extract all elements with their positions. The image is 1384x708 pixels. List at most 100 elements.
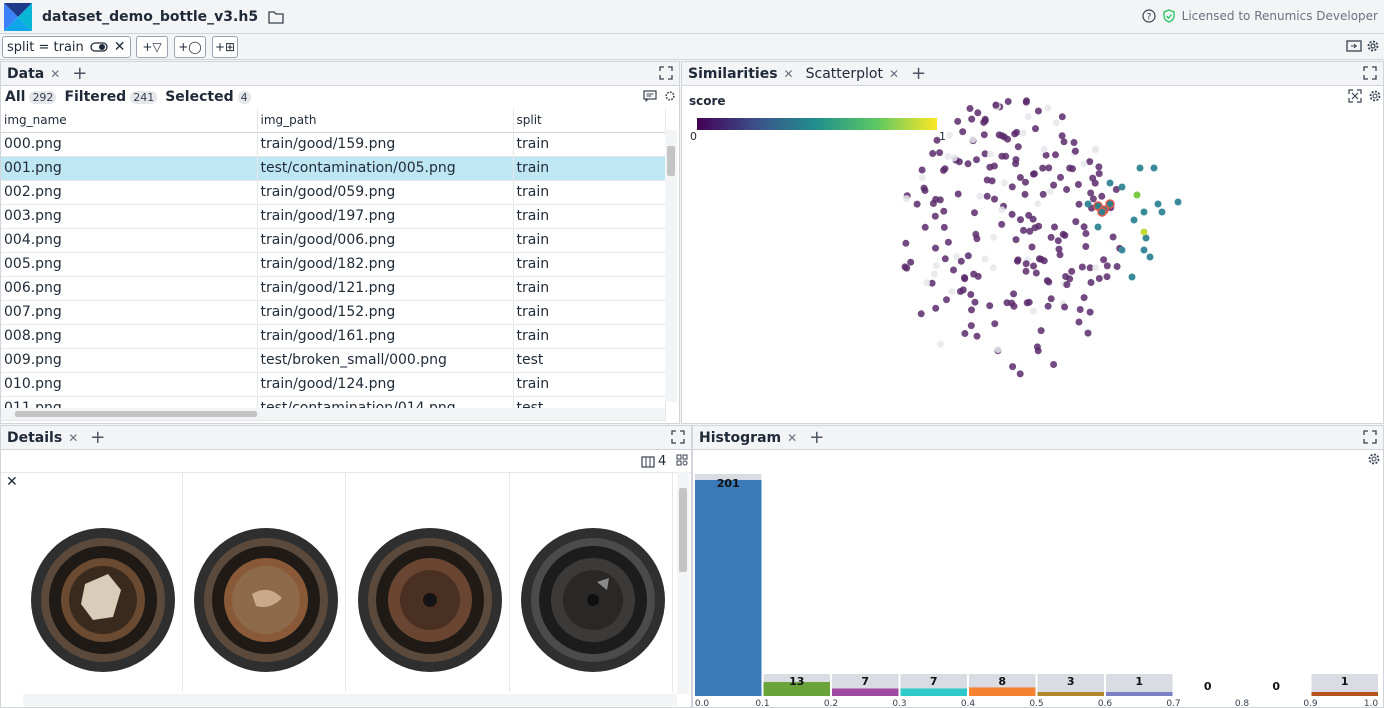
scatter-point[interactable] — [1035, 255, 1043, 263]
add-tab-icon[interactable]: + — [911, 62, 927, 84]
table-settings-icon[interactable] — [664, 90, 676, 102]
scatter-point[interactable] — [1045, 278, 1053, 286]
histogram-bar[interactable] — [1106, 692, 1173, 696]
selected-point[interactable] — [1097, 207, 1107, 217]
scatter-point[interactable] — [971, 298, 979, 306]
histogram-bar[interactable] — [1037, 692, 1105, 696]
scatter-point[interactable] — [1037, 327, 1045, 335]
scatter-point[interactable] — [1026, 227, 1034, 235]
scatter-point[interactable] — [974, 272, 982, 280]
scatter-point[interactable] — [1061, 303, 1069, 311]
scatter-point[interactable] — [1044, 104, 1052, 112]
add-advanced-filter-button[interactable]: +⊞ — [212, 36, 238, 58]
scatter-point[interactable] — [1060, 138, 1068, 146]
scatter-point[interactable] — [902, 239, 910, 247]
scatter-point[interactable] — [1063, 186, 1071, 193]
scatter-point[interactable] — [1008, 183, 1016, 191]
scatter-point[interactable] — [944, 238, 952, 246]
scatter-point[interactable] — [1055, 245, 1063, 253]
scatter-point[interactable] — [936, 149, 944, 157]
histogram-chart[interactable]: 201 13 7 7 8 3 1 0 0 1 0.0 0.1 0.2 0.3 0.4 0.5 0.6 0.7 0.8… — [693, 472, 1383, 708]
scatter-point[interactable] — [1045, 164, 1053, 172]
scatter-point[interactable] — [1025, 298, 1033, 306]
scatter-point[interactable] — [1082, 230, 1090, 237]
scatter-point[interactable] — [1075, 200, 1083, 208]
tab-scatterplot[interactable]: Scatterplot ✕ — [800, 62, 905, 86]
table-row[interactable]: 003.png train/good/197.png train — [1, 204, 666, 229]
scatter-point[interactable] — [921, 223, 929, 231]
close-icon[interactable]: ✕ — [888, 66, 900, 81]
scatter-point[interactable] — [907, 258, 915, 266]
scatter-point[interactable] — [1039, 190, 1047, 198]
table-row[interactable]: 004.png train/good/006.png train — [1, 228, 666, 253]
scatter-point[interactable] — [1063, 281, 1071, 289]
add-tab-icon[interactable]: + — [90, 426, 106, 448]
scatter-point[interactable] — [1068, 267, 1076, 275]
scatter-point[interactable] — [931, 270, 938, 278]
scatter-point[interactable] — [1014, 257, 1021, 265]
scatter-point[interactable] — [1016, 370, 1024, 378]
scatter-point[interactable] — [1022, 178, 1029, 186]
scatter-point[interactable] — [918, 166, 926, 174]
count-filtered-label[interactable]: Filtered — [64, 89, 127, 105]
histogram-bar[interactable] — [900, 688, 968, 696]
scatter-point[interactable] — [973, 235, 981, 243]
scatter-point[interactable] — [1019, 129, 1027, 137]
close-icon[interactable]: ✕ — [68, 430, 79, 445]
scatter-point[interactable] — [1072, 218, 1080, 226]
table-row[interactable]: 006.png train/good/121.png train — [1, 276, 666, 301]
table-vertical-scrollbar[interactable] — [665, 130, 677, 402]
close-details-icon[interactable]: ✕ — [6, 474, 18, 490]
scatter-point[interactable] — [1140, 246, 1148, 254]
scatter-point[interactable] — [1052, 151, 1059, 159]
scatter-point[interactable] — [976, 192, 984, 200]
scatter-point[interactable] — [980, 131, 988, 139]
scatter-point[interactable] — [1024, 113, 1032, 120]
table-row[interactable]: 000.png train/good/159.png train — [1, 132, 666, 157]
scatter-point[interactable] — [1000, 133, 1008, 141]
scatter-point[interactable] — [992, 101, 1000, 109]
scatter-point[interactable] — [1109, 233, 1117, 241]
scatter-point[interactable] — [987, 150, 994, 158]
folder-icon[interactable] — [268, 10, 284, 24]
column-header-split[interactable]: split — [513, 108, 666, 133]
scatter-point[interactable] — [1046, 187, 1054, 195]
scatter-point[interactable] — [918, 174, 926, 182]
scatter-point[interactable] — [953, 252, 961, 260]
scatter-point[interactable] — [1030, 262, 1037, 270]
scatter-point[interactable] — [1023, 97, 1030, 105]
bottle-image-1[interactable] — [23, 472, 183, 692]
scatter-point[interactable] — [1080, 223, 1088, 231]
scatter-point[interactable] — [983, 192, 991, 200]
toggle-icon[interactable] — [90, 42, 108, 52]
scatter-point[interactable] — [954, 117, 962, 125]
table-row[interactable]: 005.png train/good/182.png train — [1, 252, 666, 277]
plot-settings-icon[interactable] — [1368, 89, 1382, 103]
scatter-point[interactable] — [1004, 98, 1012, 105]
scatter-point[interactable] — [1016, 174, 1024, 181]
scatter-point[interactable] — [929, 200, 937, 207]
scatter-point[interactable] — [946, 131, 954, 139]
scatter-point[interactable] — [1010, 290, 1018, 298]
scatter-point[interactable] — [1080, 160, 1088, 168]
scatter-point[interactable] — [1130, 216, 1138, 224]
scatter-point[interactable] — [973, 332, 981, 340]
add-tab-icon[interactable]: + — [809, 426, 825, 448]
scatter-point[interactable] — [1091, 179, 1099, 187]
scatter-point[interactable] — [1017, 216, 1024, 224]
scatter-point[interactable] — [1095, 275, 1103, 282]
scatter-point[interactable] — [1013, 128, 1021, 136]
scatter-point[interactable] — [936, 340, 944, 348]
maximize-icon[interactable] — [1363, 66, 1377, 80]
scatter-point[interactable] — [1070, 139, 1078, 146]
scatter-point[interactable] — [1091, 146, 1099, 154]
histogram-bar[interactable] — [1311, 692, 1379, 696]
scatter-point[interactable] — [981, 115, 989, 123]
maximize-icon[interactable] — [1363, 430, 1377, 444]
scatter-point[interactable] — [932, 244, 939, 252]
scatter-point[interactable] — [1075, 318, 1083, 326]
scatter-point[interactable] — [969, 136, 977, 143]
scatter-point[interactable] — [1087, 279, 1095, 286]
columns-control[interactable]: 4 — [641, 454, 666, 469]
scatter-point[interactable] — [950, 266, 957, 274]
